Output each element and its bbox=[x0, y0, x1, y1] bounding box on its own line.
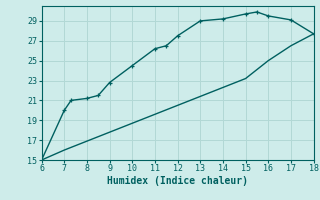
X-axis label: Humidex (Indice chaleur): Humidex (Indice chaleur) bbox=[107, 176, 248, 186]
